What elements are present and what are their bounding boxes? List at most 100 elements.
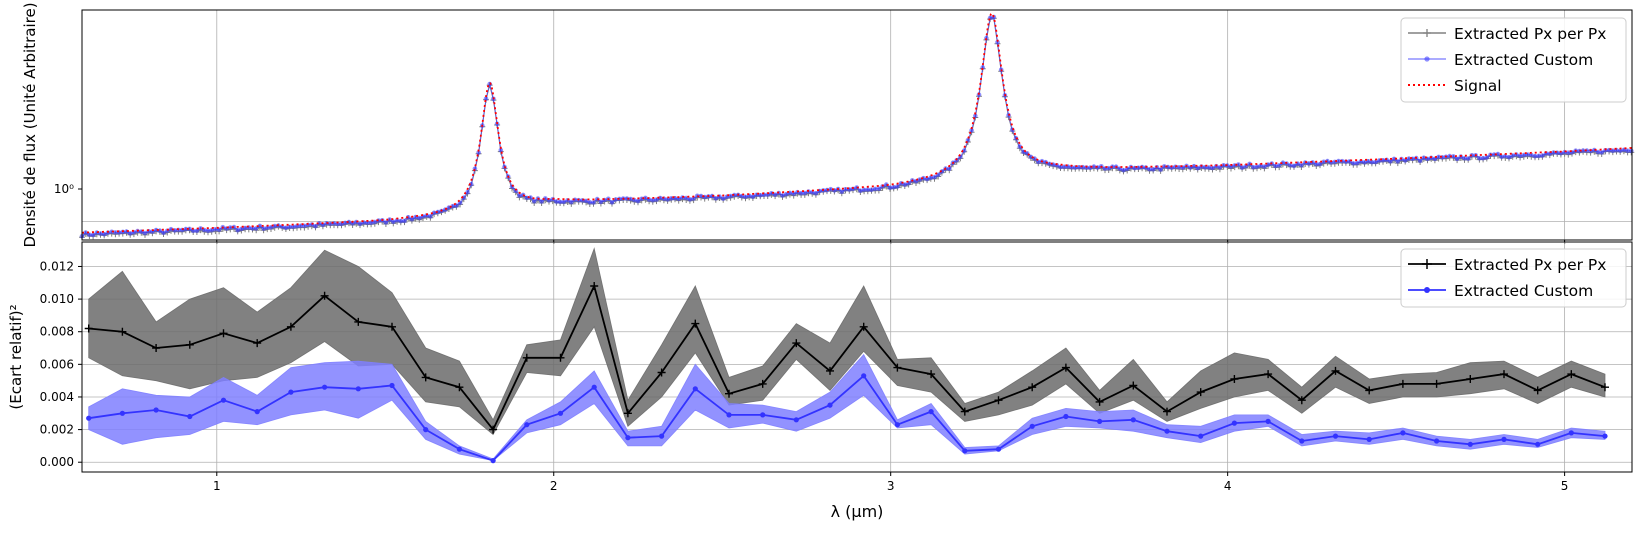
top-custom-point bbox=[613, 197, 618, 202]
top-custom-point bbox=[813, 190, 819, 196]
top-custom-point bbox=[1484, 155, 1490, 160]
top-custom-point bbox=[1314, 161, 1319, 167]
top-custom-point bbox=[624, 196, 630, 201]
top-custom-point bbox=[1395, 159, 1401, 164]
top-custom-point bbox=[1388, 159, 1393, 164]
top-custom-point bbox=[780, 193, 785, 198]
bottom-custom-point bbox=[389, 382, 395, 389]
top-custom-point bbox=[1417, 158, 1423, 164]
bottom-custom-point bbox=[1097, 418, 1103, 424]
top-axes-frame bbox=[81, 9, 1633, 241]
top-legend-entry-px: Extracted Px per Px bbox=[1408, 25, 1606, 43]
top-custom-point bbox=[839, 189, 845, 194]
top-custom-point bbox=[1199, 164, 1204, 169]
top-custom-point bbox=[1462, 156, 1467, 161]
bottom-px-point bbox=[354, 317, 363, 326]
bottom-px-point bbox=[994, 396, 1003, 405]
top-custom-point bbox=[861, 187, 867, 193]
bottom-custom-point bbox=[1434, 438, 1440, 444]
top-custom-point bbox=[194, 228, 200, 234]
bottom-custom-point bbox=[995, 446, 1002, 452]
top-custom-point bbox=[372, 219, 378, 225]
top-custom-point bbox=[902, 182, 908, 187]
top-custom-point bbox=[1317, 161, 1323, 167]
bottom-custom-point bbox=[692, 386, 698, 392]
top-custom-point bbox=[450, 203, 456, 209]
bottom-px-point bbox=[556, 353, 565, 362]
bottom-custom-point bbox=[288, 389, 294, 395]
top-custom-point bbox=[1058, 164, 1063, 170]
top-custom-point bbox=[1503, 153, 1508, 159]
top-legend: Extracted Px per Px Extracted Custom Sig… bbox=[1400, 17, 1627, 103]
bottom-xtick-label: 4 bbox=[1224, 479, 1232, 493]
top-custom-point bbox=[891, 184, 896, 190]
bottom-px-point bbox=[1264, 370, 1273, 379]
bottom-ytick-label: 0.008 bbox=[40, 325, 74, 339]
bottom-legend-entry-px: Extracted Px per Px bbox=[1408, 256, 1606, 274]
top-custom-point bbox=[932, 174, 937, 180]
bottom-px-point bbox=[455, 383, 464, 392]
top-custom-point bbox=[90, 232, 96, 238]
top-custom-point bbox=[1362, 160, 1367, 165]
top-custom-point bbox=[973, 113, 978, 119]
bottom-px-point bbox=[185, 340, 194, 349]
bottom-ytick-label: 0.004 bbox=[40, 390, 74, 404]
top-custom-point bbox=[183, 226, 189, 232]
top-custom-point bbox=[635, 198, 641, 204]
top-custom-point bbox=[1147, 166, 1152, 172]
top-custom-point bbox=[498, 147, 504, 153]
top-custom-point bbox=[928, 175, 934, 180]
top-custom-point bbox=[528, 195, 533, 200]
top-custom-point bbox=[1629, 148, 1634, 154]
bottom-custom-point bbox=[322, 384, 328, 390]
top-custom-point bbox=[1191, 163, 1197, 169]
bottom-px-point bbox=[1230, 375, 1239, 383]
bottom-custom-point bbox=[557, 410, 564, 416]
bottom-px-point bbox=[1163, 407, 1171, 416]
top-custom-point bbox=[583, 198, 589, 204]
top-custom-point bbox=[743, 194, 748, 200]
bottom-custom-point bbox=[1568, 430, 1574, 436]
top-custom-point bbox=[391, 219, 396, 225]
bottom-px-point bbox=[320, 291, 329, 300]
bottom-px-point bbox=[792, 339, 801, 348]
top-custom-point bbox=[83, 230, 88, 235]
top-custom-point bbox=[1454, 156, 1460, 162]
top-custom-point bbox=[1617, 148, 1623, 153]
bottom-legend-custom-label: Extracted Custom bbox=[1454, 282, 1593, 300]
top-ytick-label: 10⁰ bbox=[54, 182, 74, 196]
bottom-custom-point bbox=[1029, 423, 1035, 429]
top-custom-point bbox=[198, 226, 203, 231]
bottom-legend-px-label: Extracted Px per Px bbox=[1454, 256, 1606, 274]
bottom-px-point bbox=[623, 409, 632, 418]
top-custom-point bbox=[1506, 155, 1512, 160]
top-custom-point bbox=[1566, 150, 1571, 155]
bottom-custom-point bbox=[1400, 430, 1406, 436]
bottom-custom-point bbox=[490, 458, 496, 464]
top-custom-point bbox=[1588, 148, 1593, 154]
top-custom-point bbox=[869, 187, 874, 193]
bottom-custom-point bbox=[1535, 441, 1541, 447]
top-custom-point bbox=[476, 150, 481, 155]
top-custom-point bbox=[1047, 161, 1052, 167]
bottom-custom-point bbox=[894, 422, 901, 428]
top-custom-point bbox=[1402, 158, 1408, 163]
top-custom-point bbox=[1447, 153, 1452, 159]
top-custom-point bbox=[383, 220, 389, 225]
top-custom-point bbox=[142, 230, 148, 236]
top-custom-point bbox=[105, 230, 111, 235]
bottom-series-px-line bbox=[88, 283, 1606, 432]
top-custom-point bbox=[1091, 164, 1097, 169]
bottom-px-markers bbox=[84, 282, 1609, 434]
top-custom-point bbox=[917, 177, 922, 182]
bottom-px-point bbox=[1196, 388, 1205, 397]
bottom-px-point bbox=[1297, 396, 1306, 405]
top-custom-point bbox=[1158, 167, 1163, 172]
top-custom-point bbox=[872, 186, 878, 192]
top-custom-point bbox=[398, 218, 404, 224]
top-custom-point bbox=[409, 217, 415, 222]
top-custom-point bbox=[969, 128, 974, 133]
top-custom-point bbox=[687, 197, 693, 202]
top-custom-point bbox=[253, 226, 259, 231]
top-custom-point bbox=[732, 192, 737, 198]
